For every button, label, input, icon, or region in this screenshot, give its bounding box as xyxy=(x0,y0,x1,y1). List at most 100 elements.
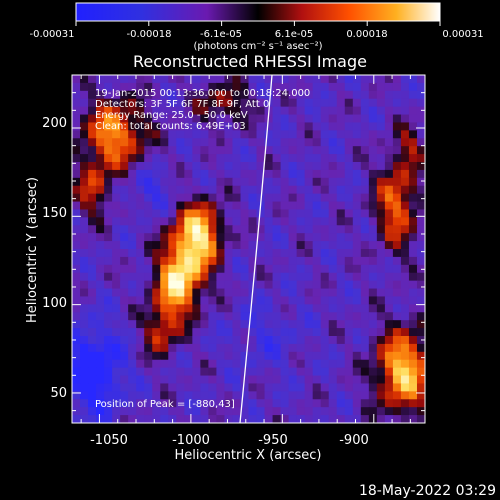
x-tick-label-1000: -1000 xyxy=(172,433,210,448)
heatmap-cell xyxy=(304,162,314,171)
heatmap-cell xyxy=(280,383,290,392)
heatmap-cell xyxy=(352,90,362,100)
heatmap-cell xyxy=(176,130,185,139)
heatmap-cell xyxy=(208,225,218,234)
heatmap-cell xyxy=(168,351,177,361)
heatmap-cell xyxy=(104,343,113,353)
heatmap-cell xyxy=(136,375,145,385)
heatmap-cell xyxy=(240,122,250,131)
heatmap-cell xyxy=(104,264,113,274)
heatmap-cell xyxy=(352,415,362,423)
heatmap-cell xyxy=(232,90,242,100)
heatmap-cell xyxy=(272,264,282,274)
heatmap-cell xyxy=(72,359,81,369)
heatmap-cell xyxy=(328,169,338,179)
heatmap-cell xyxy=(192,177,201,187)
heatmap-cell xyxy=(264,312,274,321)
heatmap-cell xyxy=(104,138,113,147)
heatmap-cell xyxy=(312,241,322,250)
heatmap-cell xyxy=(72,185,81,195)
heatmap-cell xyxy=(296,122,306,131)
heatmap-cell xyxy=(400,169,410,179)
heatmap-cell xyxy=(224,336,234,345)
heatmap-cell xyxy=(88,201,97,211)
heatmap-cell xyxy=(72,288,81,298)
heatmap-cell xyxy=(168,130,177,139)
heatmap-cell xyxy=(144,415,153,423)
annotation-total-counts: Clean: total counts: 6.49E+03 xyxy=(95,121,246,132)
heatmap-cell xyxy=(120,264,129,274)
heatmap-cell xyxy=(296,256,306,266)
footer-timestamp: 18-May-2022 03:29 xyxy=(359,483,496,499)
heatmap-cell xyxy=(232,98,242,108)
heatmap-cell xyxy=(192,185,201,195)
heatmap-cell xyxy=(96,343,105,353)
heatmap-cell xyxy=(280,162,290,171)
heatmap-cell xyxy=(72,343,81,353)
heatmap-cell xyxy=(216,114,226,124)
heatmap-cell xyxy=(256,359,266,369)
heatmap-cell xyxy=(352,122,362,131)
heatmap-cell xyxy=(176,162,185,171)
heatmap-cell xyxy=(200,193,209,203)
heatmap-cell xyxy=(168,114,177,124)
heatmap-cell xyxy=(328,391,338,400)
heatmap-cell xyxy=(416,169,425,179)
heatmap-cell xyxy=(216,304,226,313)
heatmap-cell xyxy=(80,122,89,131)
heatmap-cell xyxy=(304,233,314,242)
heatmap-cell xyxy=(264,82,274,92)
heatmap-cell xyxy=(232,75,242,84)
heatmap-cell xyxy=(208,312,218,321)
heatmap-cell xyxy=(376,312,386,321)
heatmap-cell xyxy=(256,336,266,345)
heatmap-cell xyxy=(96,106,105,116)
heatmap-cell xyxy=(288,130,298,139)
heatmap-cell xyxy=(320,201,330,211)
heatmap-cell xyxy=(176,343,185,353)
heatmap-cell xyxy=(216,177,226,187)
heatmap-cell xyxy=(312,272,322,282)
heatmap-cell xyxy=(296,146,306,155)
heatmap-cell xyxy=(184,233,193,242)
heatmap-cell xyxy=(312,383,322,392)
heatmap-cell xyxy=(400,233,410,242)
heatmap-cell xyxy=(232,233,242,242)
heatmap-cell xyxy=(128,391,137,400)
heatmap-cell xyxy=(192,169,201,179)
heatmap-cell xyxy=(208,343,218,353)
heatmap-cell xyxy=(176,75,185,84)
heatmap-cell xyxy=(272,272,282,282)
heatmap-cell xyxy=(112,272,121,282)
heatmap-cell xyxy=(280,288,290,298)
heatmap-cell xyxy=(88,122,97,131)
heatmap-cell xyxy=(264,280,274,290)
heatmap-cell xyxy=(96,264,105,274)
heatmap-cell xyxy=(136,209,145,218)
heatmap-cell xyxy=(384,201,394,211)
heatmap-cell xyxy=(416,233,425,242)
heatmap-cell xyxy=(144,280,153,290)
heatmap-cell xyxy=(72,351,81,361)
heatmap-cell xyxy=(392,177,402,187)
heatmap-cell xyxy=(352,383,362,392)
heatmap-cell xyxy=(392,312,402,321)
heatmap-cell xyxy=(312,201,322,211)
heatmap-cell xyxy=(320,114,330,124)
heatmap-cell xyxy=(152,383,161,392)
heatmap-cell xyxy=(368,138,378,147)
solar-limb-line xyxy=(239,74,273,424)
heatmap-cell xyxy=(376,185,386,195)
heatmap-cell xyxy=(112,241,121,250)
heatmap-cell xyxy=(256,122,266,131)
heatmap-cell xyxy=(152,328,161,337)
heatmap-cell xyxy=(352,375,362,385)
heatmap-cell xyxy=(128,312,137,321)
heatmap-cell xyxy=(160,162,169,171)
heatmap-cell xyxy=(240,185,250,195)
heatmap-cell xyxy=(368,162,378,171)
heatmap-cell xyxy=(88,351,97,361)
heatmap-cell xyxy=(96,256,105,266)
heatmap-cell xyxy=(200,280,209,290)
heatmap-cell xyxy=(112,280,121,290)
